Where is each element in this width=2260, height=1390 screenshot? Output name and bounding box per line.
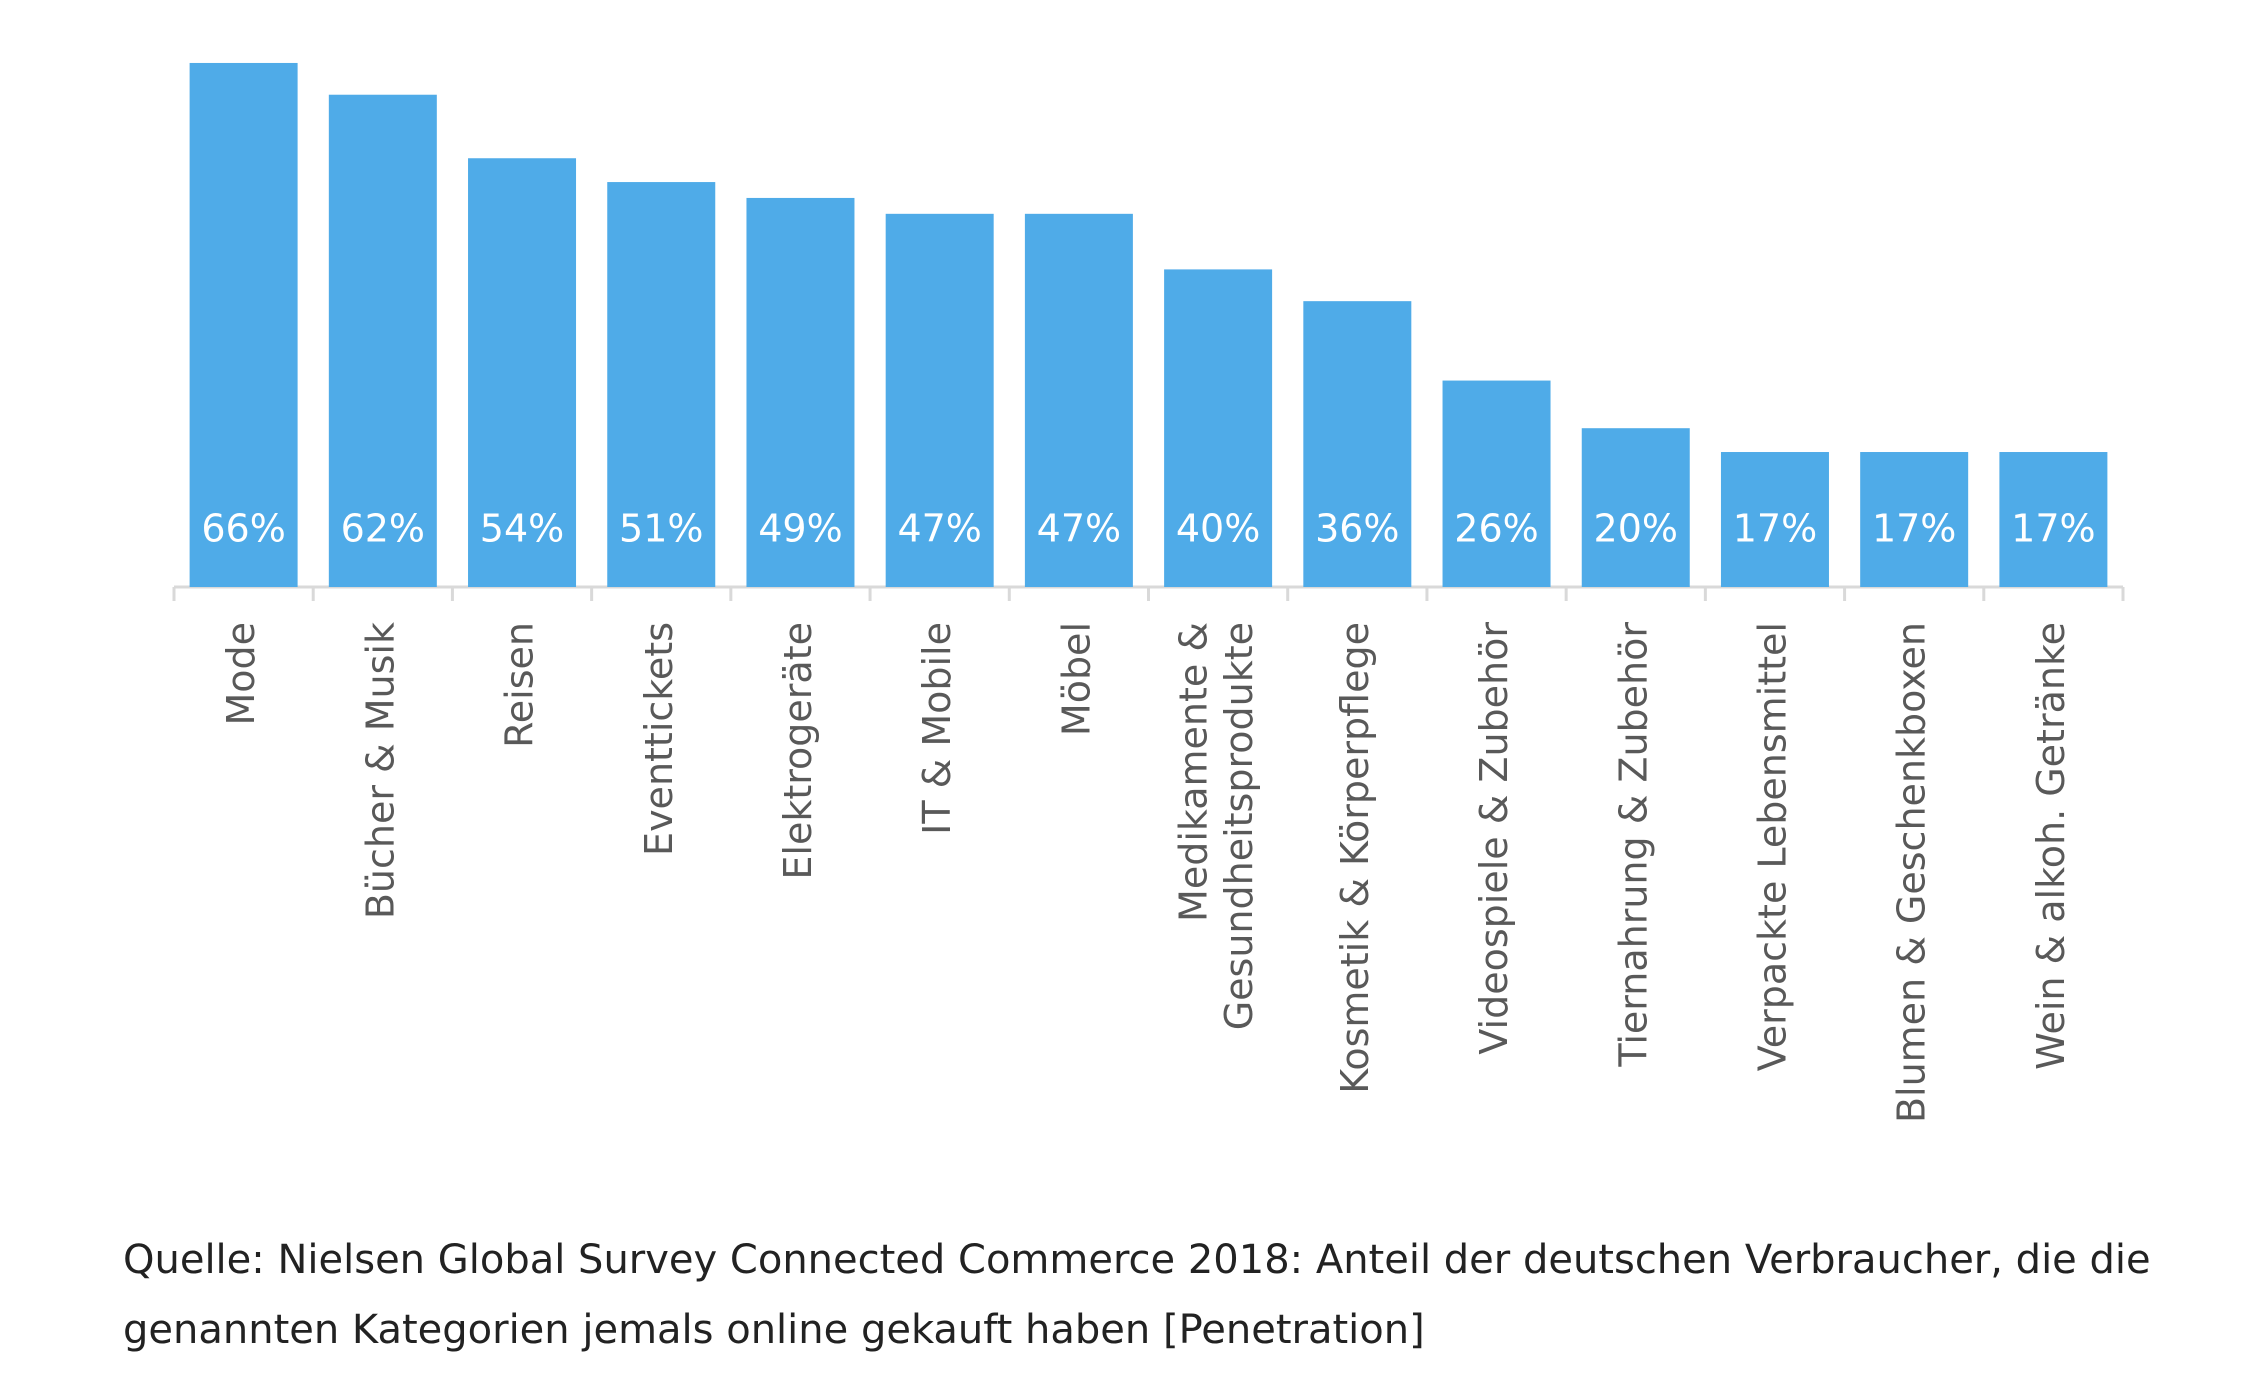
- bar: [1860, 452, 1969, 587]
- value-label: 49%: [758, 507, 842, 551]
- value-label: 51%: [619, 507, 703, 551]
- x-tick-label: Eventtickets: [637, 622, 681, 856]
- x-tick-label: Medikamente &Gesundheitsprodukte: [1171, 622, 1261, 1030]
- value-label: 47%: [1037, 507, 1121, 551]
- value-label: 17%: [1733, 507, 1817, 551]
- bar: [1581, 428, 1690, 587]
- bar: [1442, 380, 1551, 587]
- x-tick-label: Bücher & Musik: [358, 622, 402, 919]
- value-label: 62%: [341, 507, 425, 551]
- value-label: 66%: [201, 507, 285, 551]
- x-tick-label: Kosmetik & Körperpflege: [1333, 622, 1377, 1094]
- bar: [1999, 452, 2108, 587]
- value-label: 40%: [1176, 507, 1260, 551]
- bar: [1303, 301, 1412, 587]
- value-label: 54%: [480, 507, 564, 551]
- value-label: 47%: [897, 507, 981, 551]
- x-tick-label: Reisen: [498, 622, 542, 748]
- x-tick-label: Möbel: [1054, 622, 1098, 736]
- bar: [885, 213, 994, 587]
- value-label: 20%: [1594, 507, 1678, 551]
- bar: [468, 158, 577, 588]
- bar: [607, 182, 716, 587]
- bar: [189, 62, 298, 587]
- value-label: 36%: [1315, 507, 1399, 551]
- x-tick-label: Mode: [219, 622, 263, 726]
- x-tick-label: Verpackte Lebensmittel: [1750, 622, 1794, 1071]
- value-label: 17%: [2011, 507, 2095, 551]
- x-tick-label: Blumen & Geschenkboxen: [1890, 622, 1934, 1123]
- bar: [1164, 269, 1273, 587]
- x-tick-label: Tiernahrung & Zubehör: [1611, 622, 1655, 1068]
- chart: 66% Mode 62% Bücher & Musik 54% Reisen 51% Even…: [172, 62, 2125, 1123]
- bar: [1720, 452, 1829, 587]
- bar: [1024, 213, 1133, 587]
- x-tick-label: Elektrogeräte: [776, 622, 820, 880]
- x-tick-label: Wein & alkoh. Getränke: [2029, 622, 2073, 1070]
- x-tick-label: IT & Mobile: [915, 622, 959, 835]
- caption: Quelle: Nielsen Global Survey Connected …: [123, 1237, 2151, 1353]
- bar: [746, 197, 855, 587]
- value-label: 26%: [1454, 507, 1538, 551]
- value-label: 17%: [1872, 507, 1956, 551]
- bar: [328, 94, 437, 587]
- x-tick-label: Videospiele & Zubehör: [1472, 622, 1516, 1055]
